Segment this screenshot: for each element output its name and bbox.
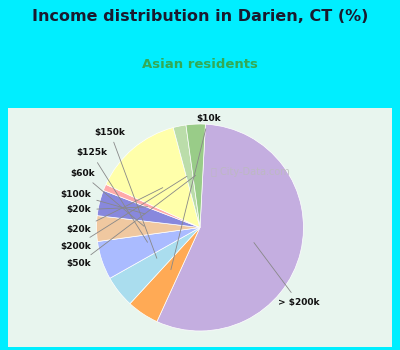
Wedge shape xyxy=(96,216,200,241)
Text: $100k: $100k xyxy=(60,190,145,214)
Text: $20k: $20k xyxy=(67,188,163,234)
Text: > $200k: > $200k xyxy=(254,243,319,307)
Wedge shape xyxy=(157,124,304,331)
Text: $50k: $50k xyxy=(67,175,196,268)
Wedge shape xyxy=(97,190,200,228)
Wedge shape xyxy=(130,228,200,322)
Wedge shape xyxy=(173,125,200,228)
Wedge shape xyxy=(103,184,200,228)
Text: $60k: $60k xyxy=(70,169,144,226)
Wedge shape xyxy=(186,124,206,228)
Text: $125k: $125k xyxy=(76,148,148,242)
Text: $10k: $10k xyxy=(171,114,220,270)
Wedge shape xyxy=(106,127,200,228)
Wedge shape xyxy=(98,228,200,278)
Text: ⓘ City-Data.com: ⓘ City-Data.com xyxy=(211,167,290,177)
Text: $20k: $20k xyxy=(67,205,148,215)
Text: $150k: $150k xyxy=(95,128,157,258)
Wedge shape xyxy=(110,228,200,304)
Text: $200k: $200k xyxy=(60,176,187,251)
Text: Asian residents: Asian residents xyxy=(142,58,258,71)
Text: Income distribution in Darien, CT (%): Income distribution in Darien, CT (%) xyxy=(32,9,368,24)
